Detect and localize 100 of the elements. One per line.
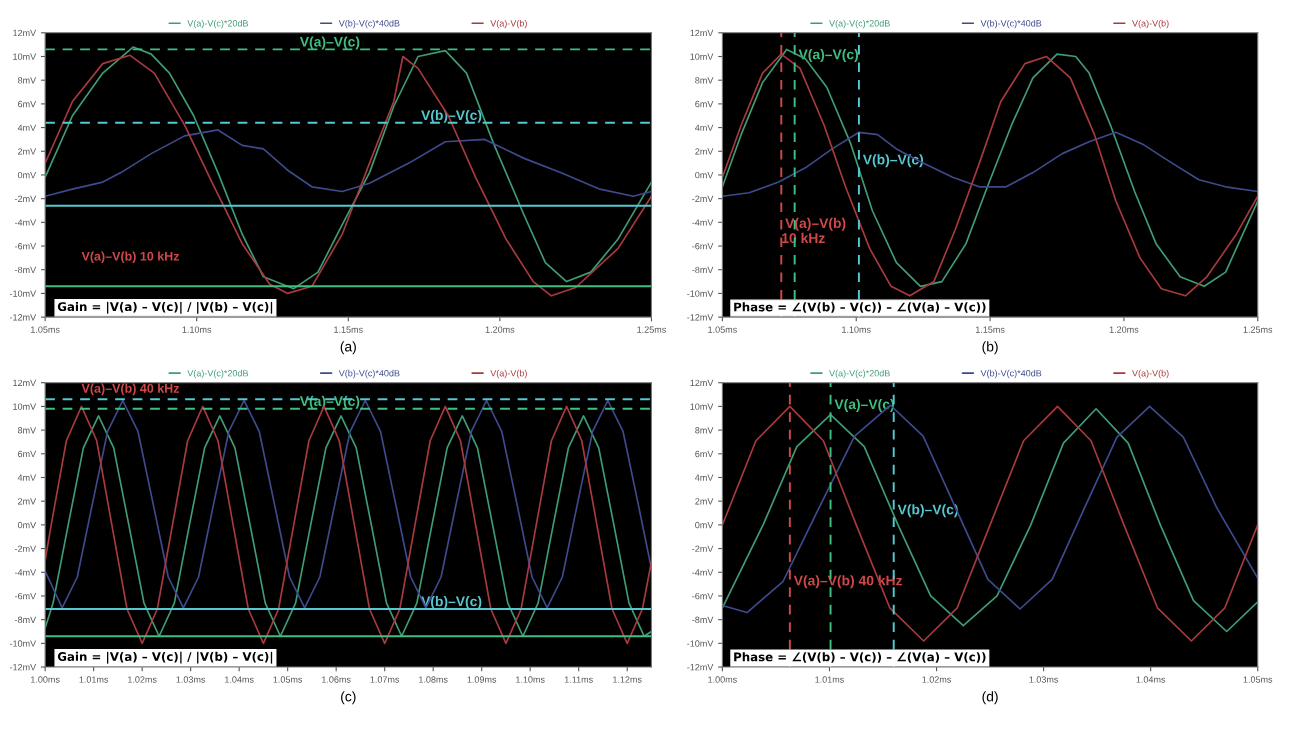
text: (a)	[340, 341, 356, 355]
x-tick-label: 1.20ms	[485, 326, 515, 333]
x-tick-label: 1.06ms	[322, 676, 351, 683]
y-tick-label: -4mV	[14, 569, 37, 576]
y-tick-label: 8mV	[695, 427, 714, 434]
y-tick-label: 4mV	[695, 124, 714, 131]
y-tick-label: -12mV	[687, 314, 714, 321]
y-tick-label: -4mV	[692, 569, 714, 576]
legend-label: V(a)-V(c)*20dB	[829, 19, 890, 29]
y-tick-label: -12mV	[9, 314, 37, 321]
y-tick-label: -6mV	[692, 592, 714, 600]
line-series	[722, 131, 1258, 198]
x-tick-label: 1.03ms	[1029, 676, 1059, 683]
y-tick-label: 0mV	[17, 521, 37, 529]
y-tick-label: 10mV	[13, 53, 37, 60]
legend-label: V(a)-V(b)	[1132, 369, 1169, 379]
ref-line-label: V(b)–V(c)	[862, 154, 924, 168]
y-tick-label: 2mV	[18, 498, 37, 505]
x-tick-label: 1.10ms	[516, 676, 545, 683]
annotation: Gain = |V(a) – V(c)| / |V(b) – V(c)|	[57, 301, 273, 314]
y-tick-label: 12mV	[13, 379, 37, 386]
y-tick-label: -6mV	[14, 243, 37, 250]
x-tick-label: 1.04ms	[1136, 676, 1166, 683]
y-tick-label: -4mV	[14, 219, 37, 226]
x-tick-label: 1.09ms	[467, 676, 497, 683]
y-tick-label: -2mV	[14, 545, 37, 552]
annotation: Gain = |V(a) – V(c)| / |V(b) – V(c)|	[57, 651, 273, 664]
y-tick-label: -10mV	[9, 290, 37, 297]
annotation: Phase = ∠(V(b) – V(c)) – ∠(V(a) – V(c))	[734, 302, 986, 313]
x-tick-label: 1.03ms	[176, 676, 206, 683]
x-tick-label: 1.02ms	[128, 676, 157, 683]
y-tick-label: -6mV	[14, 592, 37, 600]
x-tick-label: 1.01ms	[815, 676, 844, 683]
y-tick-label: 0mV	[17, 171, 37, 179]
y-tick-label: 4mV	[695, 474, 714, 481]
ref-line-label: V(a)–V(c)	[798, 49, 859, 63]
legend-label: V(a)-V(c)*20dB	[829, 369, 890, 379]
legend-label: V(a)-V(b)	[1132, 19, 1169, 29]
x-tick-label: 1.05ms	[708, 326, 737, 333]
ref-line-label: V(b)–V(c)	[897, 504, 958, 518]
y-tick-label: 8mV	[17, 77, 37, 84]
y-tick-label: -12mV	[687, 664, 714, 671]
y-tick-label: 2mV	[18, 148, 37, 155]
x-tick-label: 1.10ms	[842, 326, 871, 333]
ref-line-label: V(a)–V(c)	[299, 36, 360, 50]
y-tick-label: -2mV	[14, 195, 37, 202]
y-tick-label: 8mV	[17, 427, 37, 434]
legend-label: V(a)-V(c)*20dB	[187, 369, 249, 379]
x-tick-label: 1.07ms	[370, 676, 400, 683]
y-tick-label: 6mV	[695, 450, 714, 458]
x-tick-label: 1.05ms	[1243, 676, 1273, 683]
x-tick-label: 1.05ms	[31, 326, 60, 333]
annotation: Phase = ∠(V(b) – V(c)) – ∠(V(a) – V(c))	[734, 652, 986, 663]
y-tick-label: 6mV	[695, 100, 714, 108]
y-tick-label: -2mV	[692, 545, 714, 552]
y-tick-label: 10mV	[690, 53, 714, 60]
text: (d)	[982, 691, 998, 705]
y-tick-label: 2mV	[695, 498, 714, 505]
x-tick-label: 1.00ms	[708, 676, 737, 683]
legend-label: V(b)-V(c)*40dB	[980, 19, 1042, 29]
ref-line-label: V(a)–V(c)	[299, 395, 360, 409]
y-tick-label: 0mV	[695, 171, 714, 179]
x-tick-label: 1.12ms	[613, 676, 642, 683]
text: (b)	[982, 341, 998, 355]
y-tick-label: 4mV	[17, 474, 37, 481]
y-tick-label: 0mV	[695, 521, 714, 529]
y-tick-label: -10mV	[9, 640, 37, 647]
x-tick-label: 1.02ms	[922, 676, 952, 683]
legend-label: V(a)-V(c)*20dB	[187, 19, 249, 29]
legend-label: V(a)-V(b)	[490, 369, 527, 379]
annotation: V(a)–V(b) 10 kHz	[81, 251, 180, 264]
annotation: V(a)–V(b) 40 kHz	[81, 383, 180, 396]
y-tick-label: 12mV	[690, 379, 714, 386]
y-tick-label: 8mV	[695, 77, 714, 84]
y-tick-label: 6mV	[18, 450, 37, 458]
x-tick-label: 1.25ms	[1243, 326, 1273, 333]
y-tick-label: 4mV	[17, 124, 37, 131]
legend-label: V(b)-V(c)*40dB	[338, 369, 400, 379]
x-tick-label: 1.11ms	[564, 676, 593, 683]
y-tick-label: 12mV	[13, 29, 37, 37]
x-tick-label: 1.00ms	[31, 676, 60, 683]
legend-label: V(b)-V(c)*40dB	[338, 19, 400, 29]
x-tick-label: 1.04ms	[225, 676, 254, 683]
y-tick-label: -8mV	[14, 616, 37, 624]
line-series	[45, 129, 652, 198]
y-tick-label: -10mV	[687, 290, 714, 297]
x-tick-label: 1.20ms	[1109, 326, 1139, 333]
x-tick-label: 1.08ms	[419, 676, 448, 683]
y-tick-label: -6mV	[692, 243, 714, 250]
y-tick-label: -8mV	[692, 616, 714, 624]
x-tick-label: 1.05ms	[273, 676, 303, 683]
text: (c)	[341, 691, 356, 705]
y-tick-label: 2mV	[695, 148, 714, 155]
legend-label: V(a)-V(b)	[490, 19, 527, 29]
y-tick-label: 10mV	[690, 403, 714, 410]
y-tick-label: 12mV	[690, 29, 714, 37]
x-tick-label: 1.01ms	[79, 676, 109, 683]
x-tick-label: 1.25ms	[637, 326, 666, 333]
y-tick-label: 6mV	[18, 100, 37, 108]
y-tick-label: -12mV	[9, 664, 37, 671]
